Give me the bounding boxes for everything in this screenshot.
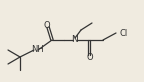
Text: O: O (87, 52, 93, 62)
Text: NH: NH (31, 45, 43, 53)
Text: O: O (44, 21, 50, 31)
Text: Cl: Cl (120, 30, 128, 39)
Text: N: N (72, 36, 78, 45)
